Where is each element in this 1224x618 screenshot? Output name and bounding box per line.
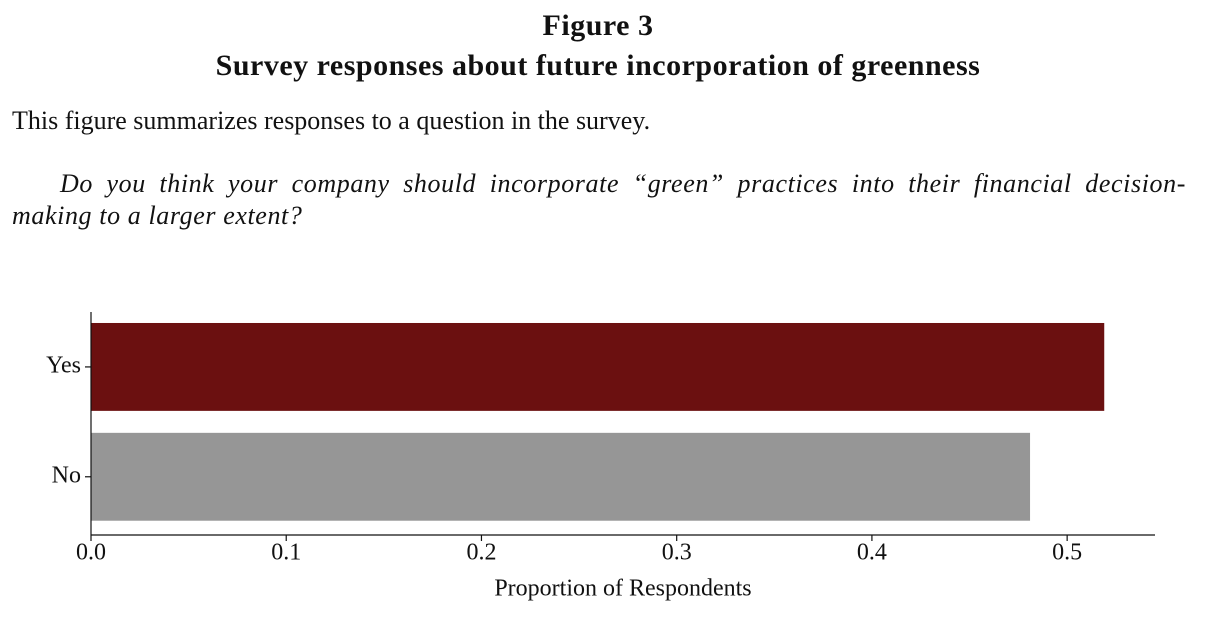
figure-title: Survey responses about future incorporat… [215,49,981,82]
x-axis-label: Proportion of Respondents [494,576,751,602]
bar [91,432,1031,521]
x-tick-label: 0.0 [76,540,106,566]
figure-label: Figure 3 [542,9,654,42]
bar [91,322,1105,411]
y-tick-label: No [52,462,81,488]
y-tick-label: Yes [46,352,81,378]
question: Do you think your company should incorpo… [12,169,1186,230]
x-tick-label: 0.2 [466,540,496,566]
description: This figure summarizes responses to a qu… [12,106,651,135]
x-tick-label: 0.5 [1052,540,1082,566]
header: Figure 3 Survey responses about future i… [0,6,1196,86]
x-tick-label: 0.1 [271,540,301,566]
x-tick-label: 0.4 [857,540,887,566]
x-tick-label: 0.3 [662,540,692,566]
